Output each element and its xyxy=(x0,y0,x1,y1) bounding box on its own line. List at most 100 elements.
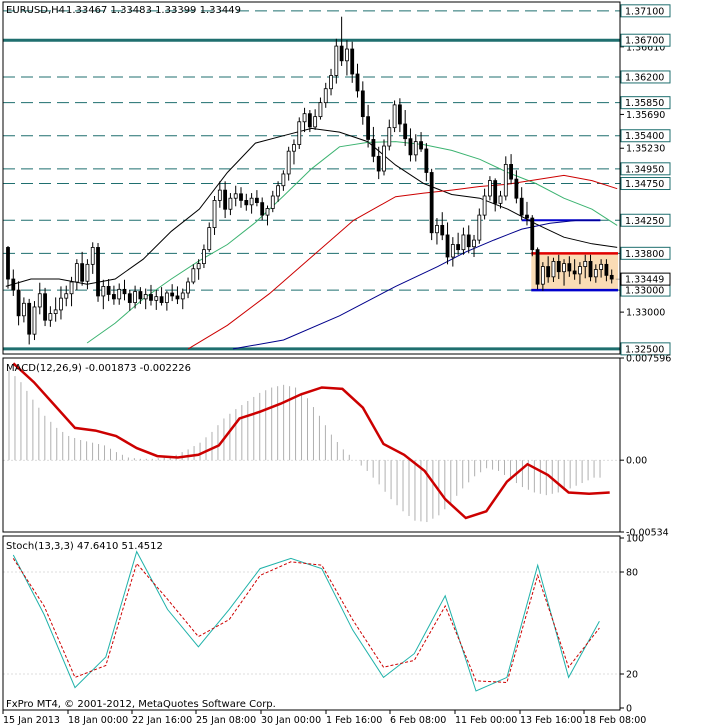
candle-body xyxy=(503,164,508,197)
level-label-box xyxy=(620,246,671,260)
candle-body xyxy=(170,292,175,297)
candle-body xyxy=(122,288,127,295)
candle-body xyxy=(101,285,106,297)
candle-body xyxy=(133,291,137,303)
candle-body xyxy=(345,48,349,62)
candle-body xyxy=(32,306,37,335)
candle-body xyxy=(138,291,143,300)
time-tick-label: 22 Jan 16:00 xyxy=(132,715,192,726)
time-tick-label: 18 Feb 08:00 xyxy=(584,715,646,726)
candle-body xyxy=(551,261,556,278)
candle-body xyxy=(233,193,238,199)
stoch-tick-label: 0 xyxy=(626,704,632,715)
stoch-pane: 100 80 20 0 xyxy=(3,534,644,715)
candle-body xyxy=(196,263,201,270)
candle-body xyxy=(180,292,185,300)
candle-body xyxy=(572,270,577,275)
candle-body xyxy=(85,263,90,282)
candle-body xyxy=(249,197,254,206)
level-label-text: 1.32500 xyxy=(625,344,664,355)
candle-body xyxy=(360,90,365,118)
level-label-box xyxy=(620,129,671,143)
stoch-signal-line xyxy=(12,558,600,684)
stoch-tick-label: 100 xyxy=(626,534,644,545)
candle-body xyxy=(540,266,545,285)
candle-body xyxy=(562,263,566,273)
macd-signal-line xyxy=(12,362,610,520)
time-tick-label: 6 Feb 08:00 xyxy=(390,715,446,726)
candle-body xyxy=(53,309,58,314)
price-tick-label: 1.33000 xyxy=(626,308,665,319)
candle-body xyxy=(488,180,492,197)
candle-body xyxy=(440,224,445,236)
candle-body xyxy=(276,185,280,197)
price-tick-label: 1.35230 xyxy=(626,144,665,155)
copyright-text: FxPro MT4, © 2001-2012, MetaQuotes Softw… xyxy=(6,699,276,710)
stoch-tick-label: 20 xyxy=(626,670,638,681)
candle-body xyxy=(297,121,302,145)
stoch-tick-label: 80 xyxy=(626,568,638,579)
candle-body xyxy=(397,104,402,125)
macd-title: MACD(12,26,9) -0.001873 -0.002226 xyxy=(6,363,191,374)
candle-body xyxy=(281,173,286,187)
candle-body xyxy=(604,263,609,276)
level-label-box xyxy=(620,70,671,84)
candle-body xyxy=(514,178,519,199)
stoch-title: Stoch(13,3,3) 47.6410 51.4512 xyxy=(6,541,163,552)
candle-body xyxy=(159,296,164,303)
candle-body xyxy=(27,302,32,335)
candle-body xyxy=(127,293,132,303)
candle-body xyxy=(445,234,450,258)
candle-body xyxy=(556,261,561,273)
ohlc-header: 1.33467 1.33483 1.33399 1.33449 xyxy=(66,5,241,16)
candle-body xyxy=(207,227,212,251)
candle-body xyxy=(392,104,397,129)
time-tick-label: 30 Jan 00:00 xyxy=(261,715,321,726)
candle-body xyxy=(175,295,180,300)
time-tick-label: 13 Feb 16:00 xyxy=(520,715,582,726)
candle-body xyxy=(64,293,69,299)
current-price-box xyxy=(620,272,671,286)
candle-body xyxy=(90,247,95,265)
candle-body xyxy=(307,113,312,128)
candle-body xyxy=(609,274,614,280)
candle-body xyxy=(74,263,79,283)
candle-body xyxy=(477,214,482,241)
candle-body xyxy=(435,224,439,234)
candle-body xyxy=(466,234,471,248)
candle-body xyxy=(519,197,524,216)
candle-body xyxy=(525,214,529,219)
candle-body xyxy=(323,88,328,104)
candle-body xyxy=(286,150,291,175)
candle-body xyxy=(578,266,582,275)
candle-body xyxy=(450,244,455,258)
level-label-box xyxy=(620,33,671,47)
ma-green-line xyxy=(86,141,618,344)
candle-body xyxy=(403,123,408,140)
level-label-box xyxy=(620,342,671,356)
candle-body xyxy=(265,208,270,216)
candle-body xyxy=(583,261,588,267)
level-label-text: 1.36700 xyxy=(625,36,664,47)
candle-body xyxy=(498,195,503,204)
level-label-text: 1.34250 xyxy=(625,216,664,227)
candle-body xyxy=(202,249,206,265)
candle-body xyxy=(371,139,376,157)
time-axis: 15 Jan 2013 18 Jan 00:00 22 Jan 16:00 25 Ja… xyxy=(2,710,646,726)
candle-body xyxy=(244,200,249,206)
candle-body xyxy=(429,172,434,234)
candle-body xyxy=(530,217,535,251)
time-tick-label: 18 Jan 00:00 xyxy=(68,715,128,726)
candle-body xyxy=(334,45,339,76)
candle-body xyxy=(567,263,572,272)
candle-body xyxy=(217,189,222,201)
candle-body xyxy=(408,138,413,156)
candle-body xyxy=(292,144,296,152)
candle-body xyxy=(11,278,16,291)
current-price-label: 1.33449 xyxy=(625,275,664,286)
candle-body xyxy=(164,292,169,303)
candle-body xyxy=(239,193,243,201)
time-tick-label: 11 Feb 00:00 xyxy=(455,715,517,726)
candle-body xyxy=(143,294,148,300)
